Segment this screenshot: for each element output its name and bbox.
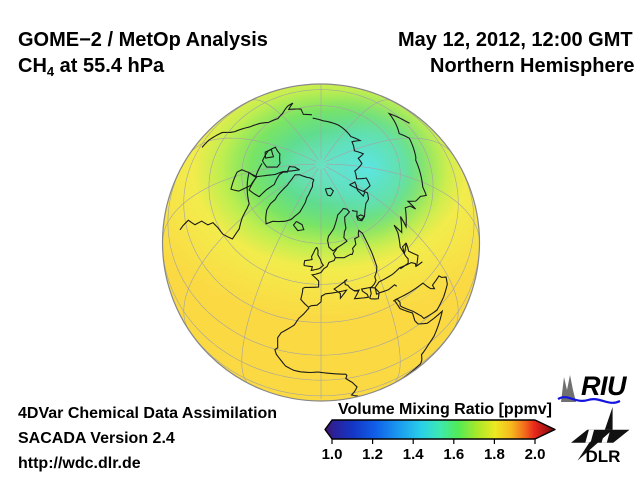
svg-text:1.6: 1.6: [443, 446, 464, 463]
svg-text:1.8: 1.8: [484, 446, 505, 463]
svg-text:DLR: DLR: [586, 447, 621, 466]
svg-text:1.0: 1.0: [322, 446, 343, 463]
svg-text:1.4: 1.4: [403, 446, 425, 463]
svg-text:1.2: 1.2: [362, 446, 383, 463]
svg-text:RIU: RIU: [581, 371, 628, 401]
svg-text:2.0: 2.0: [525, 446, 546, 463]
